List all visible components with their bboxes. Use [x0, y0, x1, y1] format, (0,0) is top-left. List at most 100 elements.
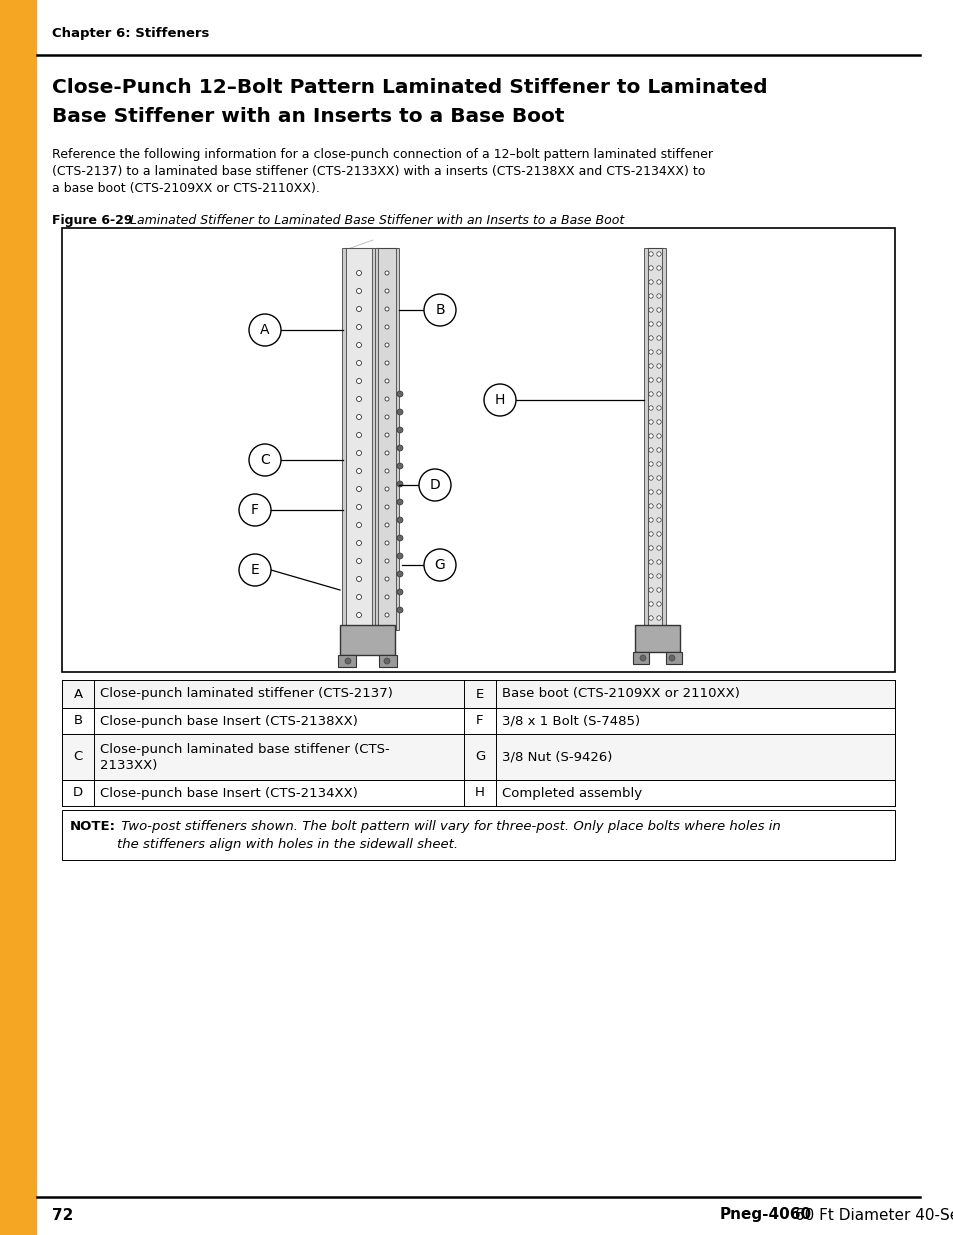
Circle shape	[356, 361, 361, 366]
Circle shape	[656, 322, 660, 326]
Text: Two-post stiffeners shown. The bolt pattern will vary for three-post. Only place: Two-post stiffeners shown. The bolt patt…	[117, 820, 780, 832]
Circle shape	[385, 522, 389, 527]
Circle shape	[648, 546, 653, 551]
Circle shape	[396, 553, 402, 559]
Bar	[339, 625, 395, 655]
Text: Close-punch laminated stiffener (CTS-2137): Close-punch laminated stiffener (CTS-213…	[100, 688, 393, 700]
Bar	[62, 228, 894, 672]
Circle shape	[656, 336, 660, 340]
Bar	[635, 625, 679, 652]
Circle shape	[648, 294, 653, 298]
Text: G: G	[435, 558, 445, 572]
Circle shape	[648, 532, 653, 536]
Circle shape	[656, 294, 660, 298]
Circle shape	[396, 391, 402, 396]
Circle shape	[648, 266, 653, 270]
Circle shape	[396, 463, 402, 469]
Circle shape	[396, 589, 402, 595]
Circle shape	[648, 308, 653, 312]
Circle shape	[385, 379, 389, 383]
Circle shape	[239, 555, 271, 585]
Circle shape	[668, 655, 675, 661]
Bar	[633, 652, 648, 664]
Circle shape	[385, 325, 389, 329]
Circle shape	[356, 505, 361, 510]
Text: F: F	[476, 715, 483, 727]
Text: 60 Ft Diameter 40-Series Bin: 60 Ft Diameter 40-Series Bin	[789, 1208, 953, 1223]
Circle shape	[396, 480, 402, 487]
Bar	[62, 781, 894, 806]
Circle shape	[648, 336, 653, 340]
Bar	[345, 248, 373, 630]
Circle shape	[396, 499, 402, 505]
Circle shape	[356, 432, 361, 437]
Bar	[661, 248, 665, 630]
Bar	[376, 248, 396, 630]
Text: a base boot (CTS-2109XX or CTS-2110XX).: a base boot (CTS-2109XX or CTS-2110XX).	[52, 182, 319, 195]
Bar	[378, 655, 396, 667]
Circle shape	[385, 595, 389, 599]
Circle shape	[385, 451, 389, 454]
Circle shape	[396, 606, 402, 613]
Circle shape	[356, 289, 361, 294]
Circle shape	[385, 505, 389, 509]
Circle shape	[656, 462, 660, 466]
Circle shape	[656, 378, 660, 382]
Text: Close-Punch 12–Bolt Pattern Laminated Stiffener to Laminated: Close-Punch 12–Bolt Pattern Laminated St…	[52, 78, 767, 98]
Circle shape	[385, 270, 389, 275]
Circle shape	[648, 475, 653, 480]
Circle shape	[356, 594, 361, 599]
Text: H: H	[475, 787, 484, 799]
Circle shape	[648, 462, 653, 466]
Circle shape	[648, 517, 653, 522]
Bar	[665, 652, 681, 664]
Text: C: C	[73, 751, 83, 763]
Text: Base Stiffener with an Inserts to a Base Boot: Base Stiffener with an Inserts to a Base…	[52, 107, 564, 126]
Text: Laminated Stiffener to Laminated Base Stiffener with an Inserts to a Base Boot: Laminated Stiffener to Laminated Base St…	[126, 214, 623, 227]
Circle shape	[385, 613, 389, 618]
Circle shape	[656, 601, 660, 606]
Circle shape	[656, 420, 660, 424]
Circle shape	[356, 468, 361, 473]
Text: C: C	[260, 453, 270, 467]
Bar	[337, 655, 355, 667]
Circle shape	[396, 571, 402, 577]
Text: Figure 6-29: Figure 6-29	[52, 214, 132, 227]
Bar	[62, 708, 894, 734]
Circle shape	[656, 616, 660, 620]
Circle shape	[356, 342, 361, 347]
Circle shape	[356, 522, 361, 527]
Bar	[62, 734, 894, 781]
Circle shape	[648, 322, 653, 326]
Circle shape	[356, 577, 361, 582]
Text: 3/8 x 1 Bolt (S-7485): 3/8 x 1 Bolt (S-7485)	[501, 715, 639, 727]
Circle shape	[356, 541, 361, 546]
Bar	[372, 248, 375, 630]
Circle shape	[648, 588, 653, 593]
Circle shape	[385, 396, 389, 401]
Circle shape	[396, 427, 402, 433]
Text: D: D	[72, 787, 83, 799]
Circle shape	[385, 487, 389, 492]
Circle shape	[483, 384, 516, 416]
Circle shape	[656, 406, 660, 410]
Text: (CTS-2137) to a laminated base stiffener (CTS-2133XX) with a inserts (CTS-2138XX: (CTS-2137) to a laminated base stiffener…	[52, 165, 704, 178]
Circle shape	[648, 433, 653, 438]
Text: 3/8 Nut (S-9426): 3/8 Nut (S-9426)	[501, 751, 612, 763]
Circle shape	[356, 487, 361, 492]
Text: E: E	[476, 688, 483, 700]
Bar	[341, 248, 346, 630]
Circle shape	[396, 409, 402, 415]
Text: E: E	[251, 563, 259, 577]
Circle shape	[648, 574, 653, 578]
Circle shape	[356, 613, 361, 618]
Circle shape	[656, 433, 660, 438]
Circle shape	[356, 325, 361, 330]
Text: H: H	[495, 393, 505, 408]
Circle shape	[423, 550, 456, 580]
Bar	[62, 810, 894, 860]
Circle shape	[249, 445, 281, 475]
Bar	[643, 248, 647, 630]
Circle shape	[385, 308, 389, 311]
Text: Close-punch base Insert (CTS-2134XX): Close-punch base Insert (CTS-2134XX)	[100, 787, 357, 799]
